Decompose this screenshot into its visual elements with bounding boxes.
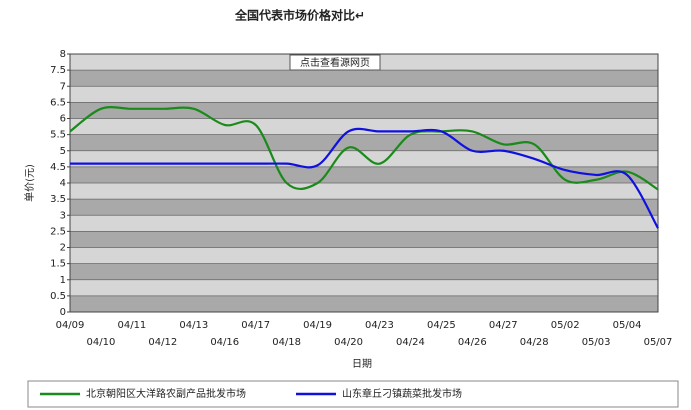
plot-frame xyxy=(69,53,659,313)
x-tick-label: 05/03 xyxy=(582,337,611,348)
y-tick-label: 4 xyxy=(60,178,66,189)
chart-title: 全国代表市场价格对比↵ xyxy=(234,8,365,23)
y-tick-label: 7 xyxy=(60,81,66,92)
y-tick-label: 6.5 xyxy=(50,97,66,108)
y-axis-label: 单价(元) xyxy=(24,164,36,202)
y-tick-label: 1 xyxy=(60,275,66,286)
y-tick-label: 0.5 xyxy=(50,291,66,302)
x-tick-label: 05/04 xyxy=(613,320,642,331)
x-tick-label: 04/09 xyxy=(56,320,85,331)
tooltip-box xyxy=(289,54,381,71)
y-tick-label: 4.5 xyxy=(50,162,66,173)
y-tick-label: 5.5 xyxy=(50,130,66,141)
legend-label: 北京朝阳区大洋路农副产品批发市场 xyxy=(86,387,246,400)
x-tick-label: 04/17 xyxy=(241,320,270,331)
x-tick-label: 04/24 xyxy=(396,337,425,348)
x-tick-label: 04/25 xyxy=(427,320,456,331)
legend-label: 山东章丘刁镇蔬菜批发市场 xyxy=(342,387,462,400)
x-tick-label: 04/27 xyxy=(489,320,518,331)
series-line xyxy=(69,106,659,191)
x-tick-label: 04/11 xyxy=(117,320,146,331)
band xyxy=(70,183,658,200)
tooltip-text: 点击查看源网页 xyxy=(300,56,370,69)
x-tick-label: 04/16 xyxy=(210,337,239,348)
y-tick-label: 3.5 xyxy=(50,194,66,205)
band xyxy=(70,70,658,87)
x-tick-label: 04/12 xyxy=(148,337,177,348)
band xyxy=(70,279,658,296)
band xyxy=(70,263,658,280)
band xyxy=(70,118,658,135)
band xyxy=(70,102,658,119)
x-tick-label: 04/23 xyxy=(365,320,394,331)
x-axis-label: 日期 xyxy=(352,358,372,370)
y-tick-label: 3 xyxy=(60,210,66,221)
series-line xyxy=(70,127,659,229)
y-tick-label: 0 xyxy=(60,307,66,318)
x-tick-label: 04/28 xyxy=(520,337,549,348)
y-tick-label: 1.5 xyxy=(50,259,66,270)
band xyxy=(70,215,658,232)
band xyxy=(70,199,658,216)
y-tick-label: 2.5 xyxy=(50,226,66,237)
band xyxy=(70,166,658,183)
y-tick-label: 6 xyxy=(60,114,66,125)
x-tick-label: 04/13 xyxy=(179,320,208,331)
x-tick-label: 04/20 xyxy=(334,337,363,348)
x-tick-label: 04/26 xyxy=(458,337,487,348)
y-tick-label: 8 xyxy=(60,49,66,60)
x-tick-label: 05/07 xyxy=(644,337,673,348)
band xyxy=(70,231,658,248)
band xyxy=(70,295,658,312)
y-tick-label: 7.5 xyxy=(50,65,66,76)
legend-box xyxy=(27,380,679,408)
band xyxy=(70,247,658,264)
y-tick-label: 5 xyxy=(60,146,66,157)
x-tick-label: 05/02 xyxy=(551,320,580,331)
y-tick-label: 2 xyxy=(60,243,66,254)
band xyxy=(70,86,658,103)
x-tick-label: 04/18 xyxy=(272,337,301,348)
band xyxy=(70,134,658,151)
x-tick-label: 04/19 xyxy=(303,320,332,331)
x-tick-label: 04/10 xyxy=(87,337,116,348)
